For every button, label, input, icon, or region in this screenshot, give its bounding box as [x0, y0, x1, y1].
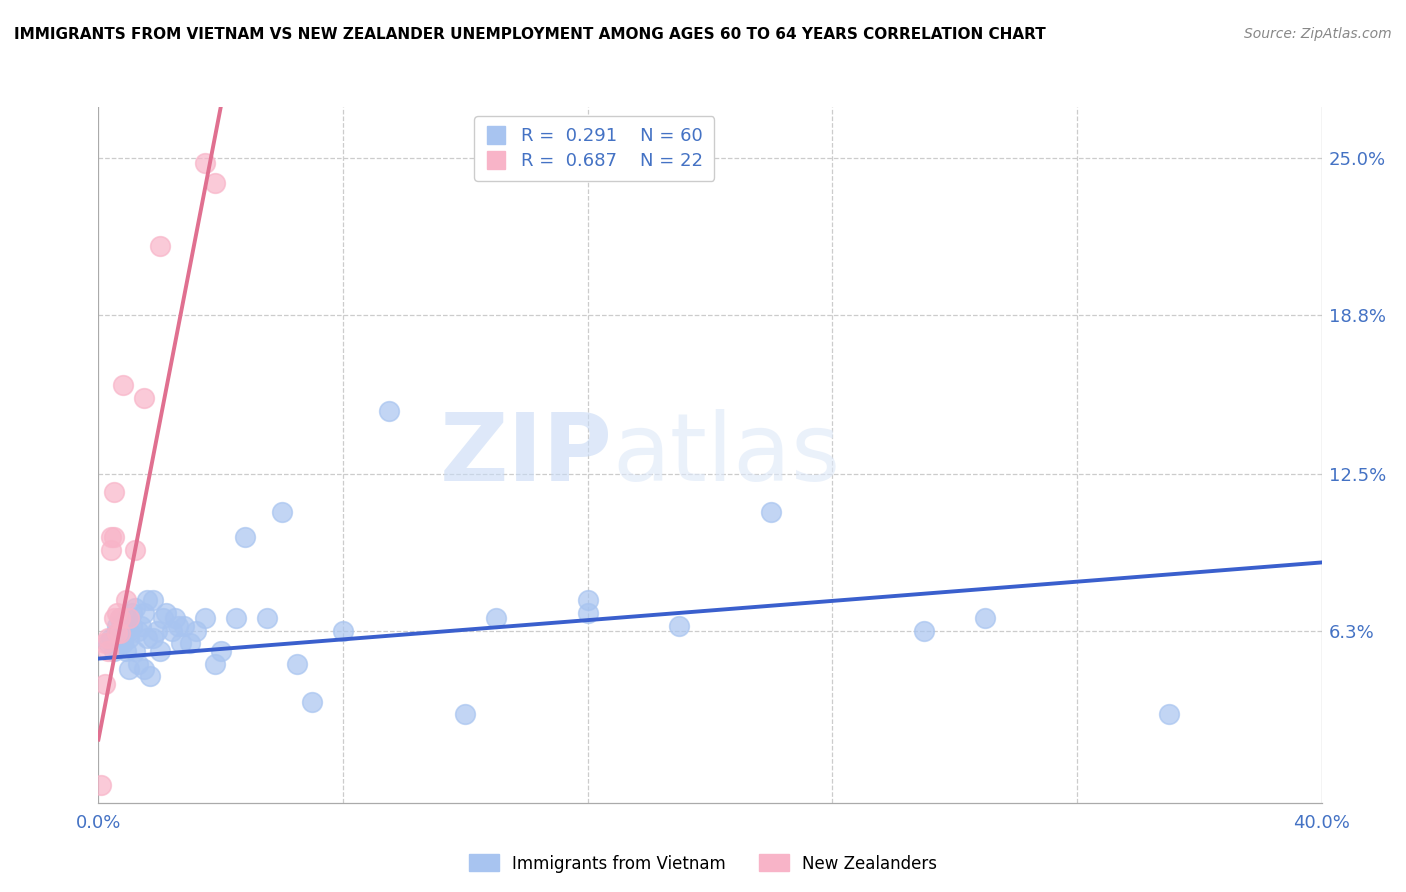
- Point: [118, 611, 141, 625]
- Point: [173, 618, 195, 632]
- Point: [124, 644, 146, 658]
- Point: [194, 611, 217, 625]
- Point: [270, 505, 292, 519]
- Point: [108, 626, 131, 640]
- Point: [93, 677, 115, 691]
- Point: [167, 618, 190, 632]
- Point: [233, 530, 256, 544]
- Point: [105, 626, 128, 640]
- Point: [170, 636, 193, 650]
- Point: [225, 611, 247, 625]
- Point: [576, 593, 599, 607]
- Point: [139, 669, 162, 683]
- Point: [256, 611, 278, 625]
- Point: [115, 611, 138, 625]
- Point: [105, 618, 128, 632]
- Point: [111, 632, 134, 646]
- Point: [134, 606, 156, 620]
- Point: [97, 632, 120, 646]
- Point: [145, 624, 167, 638]
- Point: [204, 657, 226, 671]
- Point: [1157, 707, 1180, 722]
- Point: [124, 542, 146, 557]
- Point: [108, 611, 131, 625]
- Legend: Immigrants from Vietnam, New Zealanders: Immigrants from Vietnam, New Zealanders: [463, 847, 943, 880]
- Point: [485, 611, 508, 625]
- Point: [134, 662, 156, 676]
- Point: [97, 644, 120, 658]
- Point: [103, 644, 125, 658]
- Point: [129, 618, 152, 632]
- Point: [103, 611, 125, 625]
- Point: [285, 657, 308, 671]
- Point: [134, 391, 156, 405]
- Point: [118, 632, 141, 646]
- Point: [97, 636, 120, 650]
- Point: [160, 624, 183, 638]
- Point: [108, 611, 131, 625]
- Point: [105, 606, 128, 620]
- Point: [142, 593, 165, 607]
- Point: [186, 624, 208, 638]
- Point: [974, 611, 997, 625]
- Point: [378, 403, 401, 417]
- Point: [111, 636, 134, 650]
- Point: [142, 632, 165, 646]
- Point: [163, 611, 186, 625]
- Point: [759, 505, 782, 519]
- Point: [121, 618, 143, 632]
- Point: [111, 618, 134, 632]
- Point: [204, 176, 226, 190]
- Point: [332, 624, 354, 638]
- Point: [111, 378, 134, 392]
- Point: [149, 644, 172, 658]
- Point: [118, 624, 141, 638]
- Point: [127, 657, 149, 671]
- Point: [127, 624, 149, 638]
- Point: [115, 644, 138, 658]
- Point: [121, 606, 143, 620]
- Point: [124, 601, 146, 615]
- Point: [103, 484, 125, 499]
- Point: [576, 606, 599, 620]
- Point: [152, 611, 174, 625]
- Text: IMMIGRANTS FROM VIETNAM VS NEW ZEALANDER UNEMPLOYMENT AMONG AGES 60 TO 64 YEARS : IMMIGRANTS FROM VIETNAM VS NEW ZEALANDER…: [14, 27, 1046, 42]
- Point: [136, 632, 159, 646]
- Legend: R =  0.291    N = 60, R =  0.687    N = 22: R = 0.291 N = 60, R = 0.687 N = 22: [474, 116, 714, 181]
- Point: [100, 542, 122, 557]
- Point: [155, 606, 177, 620]
- Point: [115, 593, 138, 607]
- Point: [118, 662, 141, 676]
- Point: [668, 618, 690, 632]
- Point: [194, 155, 217, 169]
- Point: [100, 530, 122, 544]
- Y-axis label: Unemployment Among Ages 60 to 64 years: Unemployment Among Ages 60 to 64 years: [0, 279, 7, 631]
- Point: [149, 239, 172, 253]
- Point: [103, 530, 125, 544]
- Point: [454, 707, 477, 722]
- Point: [301, 695, 323, 709]
- Point: [912, 624, 935, 638]
- Text: ZIP: ZIP: [439, 409, 612, 501]
- Text: Source: ZipAtlas.com: Source: ZipAtlas.com: [1244, 27, 1392, 41]
- Point: [90, 778, 112, 792]
- Point: [179, 636, 201, 650]
- Point: [100, 632, 122, 646]
- Point: [136, 593, 159, 607]
- Point: [209, 644, 232, 658]
- Point: [93, 636, 115, 650]
- Point: [105, 626, 128, 640]
- Point: [108, 636, 131, 650]
- Text: atlas: atlas: [612, 409, 841, 501]
